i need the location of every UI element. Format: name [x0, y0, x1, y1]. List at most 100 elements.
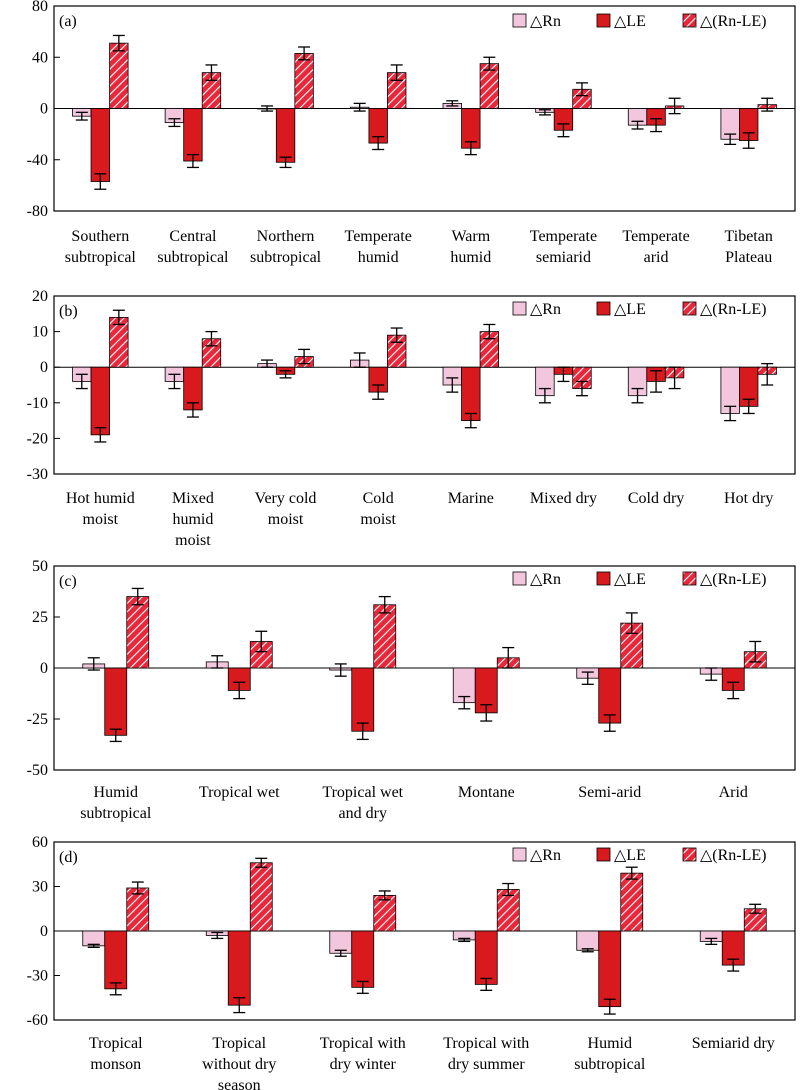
category-label: Tibetan Plateau	[725, 228, 773, 266]
bar-le	[104, 667, 128, 736]
legend-label: △Rn	[530, 13, 561, 30]
bar-rn-le	[294, 53, 314, 109]
bar-le	[461, 366, 481, 422]
plot-frame	[53, 295, 796, 475]
bar-le	[351, 667, 375, 732]
bar-rn	[82, 930, 106, 947]
bar-rn-le	[249, 862, 273, 932]
legend-swatch	[682, 13, 697, 28]
legend-swatch	[596, 847, 611, 862]
y-tick-label: 0	[40, 101, 48, 118]
category-label: Hot humid moist	[66, 490, 135, 528]
legend-label: △LE	[614, 571, 646, 588]
category-label: Tropical with dry winter	[320, 1035, 406, 1073]
category-label: Mixed dry	[530, 490, 597, 507]
legend-swatch	[682, 847, 697, 862]
legend-swatch	[596, 301, 611, 316]
category-label: Very cold moist	[255, 490, 317, 528]
category-label: Cold moist	[360, 490, 396, 528]
category-label: Tropical monson	[89, 1035, 143, 1073]
legend-label: △LE	[614, 13, 646, 30]
legend-label: △(Rn-LE)	[700, 847, 767, 864]
bar-le	[474, 930, 498, 985]
category-label: Northern subtropical	[250, 228, 322, 266]
category-label: Humid subtropical	[574, 1035, 646, 1073]
legend-label: △LE	[614, 301, 646, 318]
chart-panel-1: -80 -40 0 40 80 (a) Southern subtropical Central…	[27, 0, 796, 266]
category-label: Tropical without dry season	[202, 1035, 276, 1090]
y-tick-label: 30	[32, 879, 48, 896]
y-tick-label: -30	[27, 968, 48, 985]
y-tick-label: 50	[32, 558, 48, 575]
y-tick-label: 0	[40, 923, 48, 940]
y-tick-label: 25	[32, 609, 48, 626]
y-tick-label: 0	[40, 660, 48, 677]
panel-label: (d)	[59, 849, 78, 866]
category-label: Southern subtropical	[65, 228, 137, 266]
category-label: Temperate arid	[622, 228, 689, 266]
legend-label: △(Rn-LE)	[700, 571, 767, 588]
chart-panel-2: -30 -20 -10 0 10 20 (b) Hot humid moist Mixed humi…	[27, 288, 796, 549]
y-tick-label: -25	[27, 711, 48, 728]
category-label: Semiarid dry	[692, 1035, 775, 1052]
category-label: Tropical wet	[199, 784, 280, 801]
category-label: Temperate semiarid	[530, 228, 597, 266]
y-tick-label: 10	[32, 324, 48, 341]
bar-le	[90, 366, 110, 436]
y-tick-label: -10	[27, 395, 48, 412]
category-label: Hot dry	[724, 490, 773, 507]
y-tick-label: -40	[27, 152, 48, 169]
legend-swatch	[512, 301, 527, 316]
y-tick-label: 40	[32, 49, 48, 66]
bar-rn-le	[126, 596, 150, 669]
category-label: Marine	[448, 490, 494, 507]
bar-rn-le	[620, 872, 644, 932]
bar-rn-le	[109, 42, 129, 109]
bar-rn-le	[373, 895, 397, 932]
y-tick-label: -80	[27, 203, 48, 220]
y-tick-label: 60	[32, 834, 48, 851]
panel-label: (a)	[59, 13, 77, 30]
legend-label: △Rn	[530, 301, 561, 318]
panel-label: (b)	[59, 303, 78, 320]
bar-le	[351, 930, 375, 988]
y-tick-label: 0	[40, 359, 48, 376]
legend-swatch	[596, 571, 611, 586]
bar-le	[104, 930, 128, 990]
y-tick-label: -50	[27, 762, 48, 779]
chart-panel-3: -50 -25 0 25 50 (c) Humid subtropical Tropical w…	[27, 558, 796, 822]
legend-swatch	[512, 571, 527, 586]
bar-rn	[576, 930, 600, 951]
legend-swatch	[596, 13, 611, 28]
legend-swatch	[682, 301, 697, 316]
category-label: Arid	[719, 784, 748, 801]
bar-rn-le	[373, 604, 397, 669]
y-tick-label: -60	[27, 1012, 48, 1029]
bar-le	[227, 930, 251, 1006]
legend-label: △(Rn-LE)	[700, 301, 767, 318]
bar-le	[275, 108, 296, 163]
category-label: Tropical with dry summer	[443, 1035, 529, 1073]
y-tick-label: 20	[32, 288, 48, 305]
bar-le	[90, 108, 110, 182]
panel-label: (c)	[59, 573, 77, 590]
legend-label: △(Rn-LE)	[700, 13, 767, 30]
legend-label: △Rn	[530, 847, 561, 864]
legend-label: △LE	[614, 847, 646, 864]
legend-label: △Rn	[530, 571, 561, 588]
bar-le	[598, 930, 622, 1008]
category-label: Humid subtropical	[80, 784, 152, 822]
chart-panel-4: -60 -30 0 30 60 (d) Tropical monson Tropical with…	[27, 834, 796, 1090]
legend-swatch	[512, 847, 527, 862]
category-label: Temperate humid	[345, 228, 412, 266]
y-tick-label: -30	[27, 466, 48, 483]
category-label: Mixed humid moist	[172, 490, 214, 549]
legend-swatch	[512, 13, 527, 28]
category-label: Warm humid	[450, 228, 491, 266]
category-label: Central subtropical	[157, 228, 229, 266]
category-label: Montane	[458, 784, 515, 801]
bar-le	[183, 108, 203, 162]
y-tick-label: 80	[32, 0, 48, 15]
category-label: Tropical wet and dry	[322, 784, 403, 822]
